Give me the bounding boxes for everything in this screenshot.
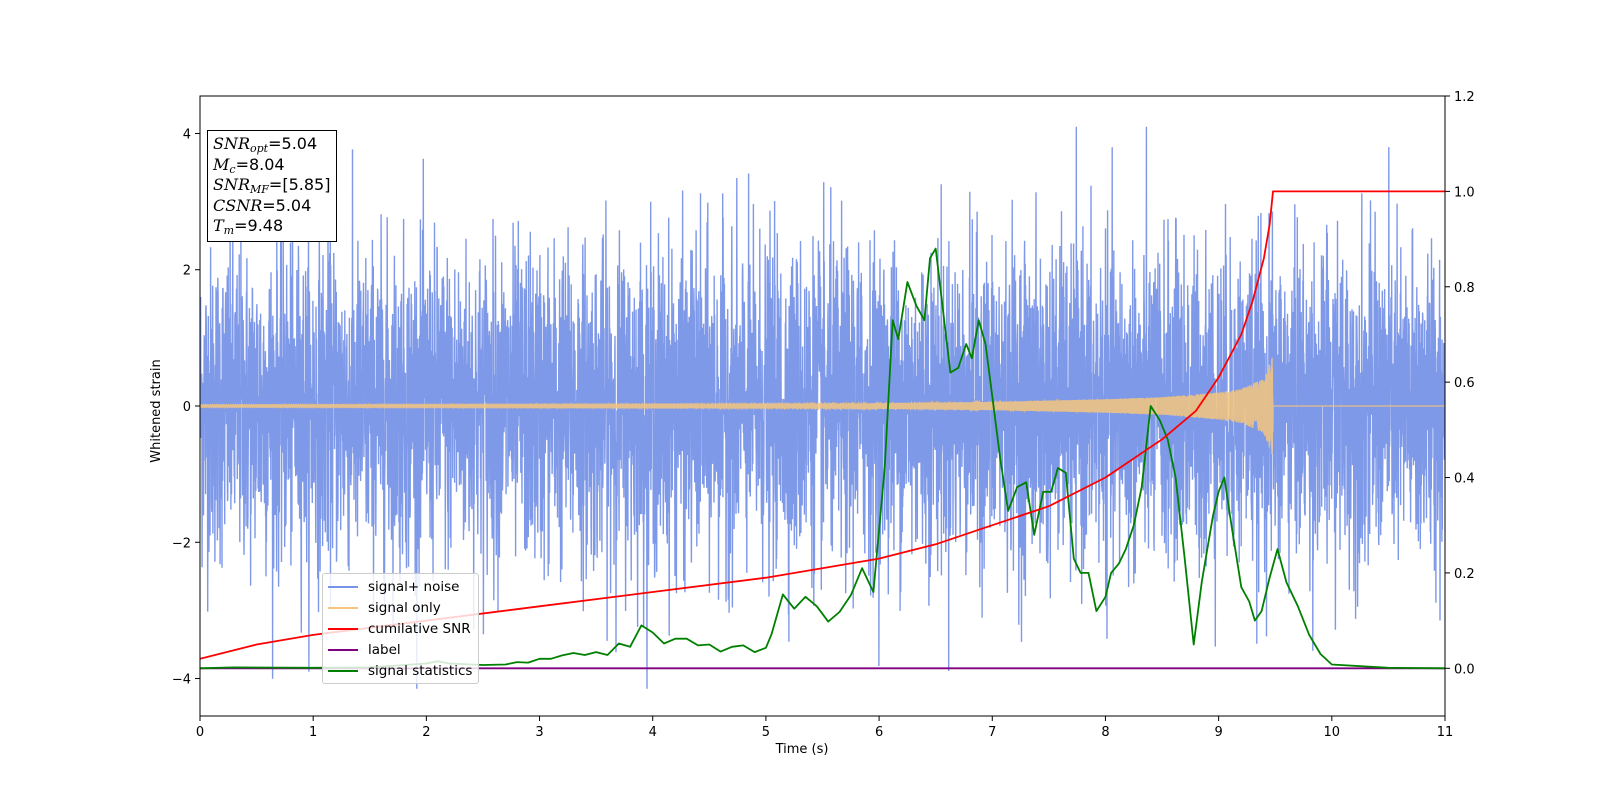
legend-label: label [368,641,401,658]
y-axis-label: Whitened strain [149,359,164,462]
legend-item-label: label [328,639,472,660]
x-tick-label: 10 [1324,725,1341,740]
info-box: SNRopt=5.04 Mc=8.04 SNRMF=[5.85] CSNR=5.… [207,130,338,242]
legend-label: signal statistics [368,662,473,679]
x-tick-label: 3 [535,725,543,740]
y-left-tick-label: 4 [183,127,191,142]
y-left-tick-label: 0 [183,400,191,415]
x-tick-label: 0 [196,725,204,740]
info-csnr: CSNR=5.04 [213,195,312,215]
y-left-tick-label: −4 [172,673,191,688]
series-signal-statistics-line [200,247,1445,670]
info-snr-opt: SNRopt=5.04 [213,134,318,155]
y-right-tick-label: 0.2 [1454,567,1475,582]
y-right-tick-label: 1.0 [1454,185,1475,200]
x-tick-label: 7 [988,725,996,740]
x-tick-label: 8 [1101,725,1109,740]
info-tm: Tm=9.48 [213,216,284,237]
x-tick-label: 1 [309,725,317,740]
y-right-tick-label: 0.0 [1454,662,1475,677]
y-right-tick-label: 0.4 [1454,472,1475,487]
legend-label: signal only [368,600,441,617]
legend: signal+ noise signal only cumilative SNR… [322,573,480,684]
legend-swatch [328,648,358,651]
series-signal-only-line [200,357,1445,455]
y-right-tick-label: 0.8 [1454,281,1475,296]
x-tick-label: 2 [422,725,430,740]
legend-item-signal-statistics: signal statistics [328,660,472,681]
y-right-tick-label: 0.6 [1454,376,1475,391]
legend-item-cumulative-snr: cumilative SNR [328,619,472,640]
x-tick-label: 9 [1214,725,1222,740]
x-tick-label: 6 [875,725,883,740]
x-tick-label: 4 [649,725,657,740]
legend-item-signal-noise: signal+ noise [328,577,472,598]
y-left-tick-label: −2 [172,536,191,551]
info-mc: Mc=8.04 [213,154,285,176]
legend-swatch [328,669,358,672]
legend-swatch [328,607,358,610]
legend-swatch [328,586,358,589]
y-left-tick-label: 2 [183,264,191,279]
legend-label: cumilative SNR [368,620,471,637]
series-signal-noise-line [200,126,1445,689]
x-axis-label: Time (s) [775,742,829,757]
info-snr-mf: SNRMF=[5.85] [213,175,331,196]
x-tick-label: 5 [762,725,770,740]
legend-item-signal-only: signal only [328,598,472,619]
legend-label: signal+ noise [368,579,460,596]
legend-swatch [328,627,358,630]
y-right-tick-label: 1.2 [1454,90,1475,105]
x-tick-label: 11 [1437,725,1454,740]
